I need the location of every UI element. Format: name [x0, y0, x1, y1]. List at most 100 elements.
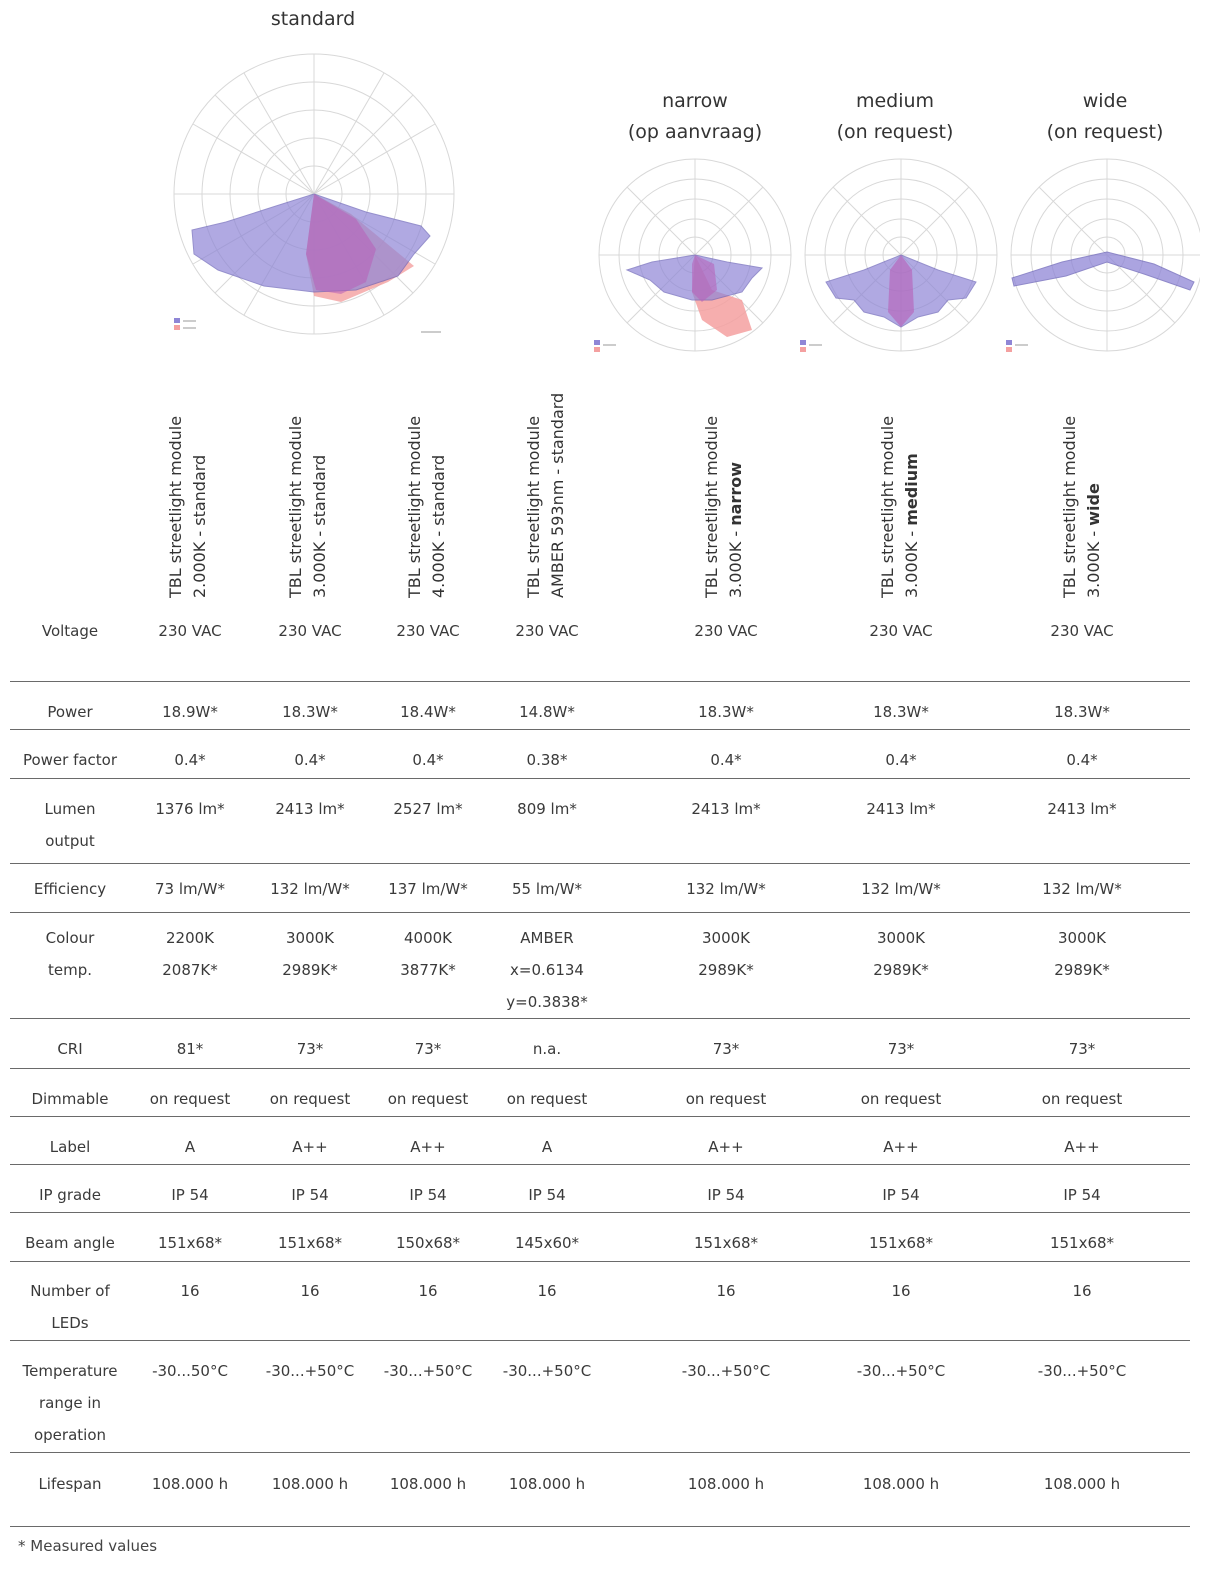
row-label-temperature-range: Temperature range in operation — [22, 1362, 118, 1444]
table-cell: A++ — [708, 1138, 744, 1156]
table-cell: 16 — [891, 1282, 911, 1300]
table-cell: 18.3W* — [873, 703, 929, 721]
table-cell: on request — [269, 1090, 351, 1108]
table-cell: A — [184, 1138, 196, 1156]
table-cell: 18.3W* — [282, 703, 338, 721]
header-narrow-sub: (op aanvraag) — [627, 121, 763, 143]
header-wide-sub: (on request) — [1046, 121, 1164, 143]
table-cell: IP 54 — [707, 1186, 745, 1204]
table-cell: 14.8W* — [519, 703, 575, 721]
table-cell: 2413 lm* — [866, 800, 936, 818]
table-cell: 132 lm/W* — [270, 880, 350, 898]
row-label-lumen-output: Lumen output — [44, 800, 96, 850]
table-cell: 73* — [296, 1040, 324, 1058]
polar-diagram-medium — [800, 158, 998, 352]
column-label-2: TBL streetlight module 3.000K - standard — [286, 415, 329, 598]
table-cell: 151x68* — [693, 1234, 759, 1252]
table-cell: 108.000 h — [151, 1475, 229, 1493]
table-cell: 137 lm/W* — [388, 880, 468, 898]
table-cell: 108.000 h — [862, 1475, 940, 1493]
table-cell: IP 54 — [528, 1186, 566, 1204]
table-cell: 132 lm/W* — [861, 880, 941, 898]
table-cell: 16 — [418, 1282, 438, 1300]
table-cell: IP 54 — [171, 1186, 209, 1204]
divider — [10, 1452, 1190, 1453]
table-cell: 151x68* — [1049, 1234, 1115, 1252]
table-cell: 150x68* — [395, 1234, 461, 1252]
table-cell: 73* — [1068, 1040, 1096, 1058]
table-cell: 0.4* — [174, 751, 206, 769]
table-cell: -30...50°C — [152, 1362, 228, 1380]
table-cell: -30...+50°C — [502, 1362, 592, 1380]
table-cell: 230 VAC — [396, 622, 460, 640]
table-cell: on request — [506, 1090, 588, 1108]
divider — [10, 1526, 1190, 1527]
column-label-3: TBL streetlight module 4.000K - standard — [405, 415, 448, 598]
column-label-5: TBL streetlight module 3.000K - narrow — [702, 415, 745, 598]
row-label-ip-grade: IP grade — [39, 1186, 101, 1204]
table-cell: 18.3W* — [1054, 703, 1110, 721]
table-cell: A++ — [410, 1138, 446, 1156]
table-cell: 73* — [414, 1040, 442, 1058]
table-cell: n.a. — [532, 1040, 562, 1058]
header-narrow-title: narrow — [662, 90, 728, 112]
table-cell: IP 54 — [882, 1186, 920, 1204]
row-label-power-factor: Power factor — [22, 751, 118, 769]
table-cell: 0.4* — [710, 751, 742, 769]
divider — [10, 1340, 1190, 1341]
row-label-label: Label — [49, 1138, 91, 1156]
table-cell: 809 lm* — [517, 800, 577, 818]
row-label-beam-angle: Beam angle — [25, 1234, 115, 1252]
row-label-power: Power — [47, 703, 93, 721]
table-cell: 3000K 2989K* — [1054, 929, 1110, 979]
table-cell: 0.4* — [1066, 751, 1098, 769]
table-cell: 145x60* — [514, 1234, 580, 1252]
polar-diagram-narrow — [594, 158, 792, 352]
header-wide: wide (on request) — [1030, 86, 1180, 148]
table-cell: -30...+50°C — [856, 1362, 946, 1380]
table-cell: 73* — [712, 1040, 740, 1058]
table-cell: on request — [860, 1090, 942, 1108]
table-cell: 0.38* — [526, 751, 568, 769]
table-cell: 18.9W* — [162, 703, 218, 721]
table-cell: 108.000 h — [389, 1475, 467, 1493]
table-cell: 16 — [716, 1282, 736, 1300]
polar-diagram-standard — [173, 53, 455, 335]
table-cell: 16 — [1072, 1282, 1092, 1300]
divider — [10, 912, 1190, 913]
header-medium-sub: (on request) — [836, 121, 954, 143]
table-cell: 16 — [300, 1282, 320, 1300]
table-cell: on request — [149, 1090, 231, 1108]
table-cell: 0.4* — [885, 751, 917, 769]
table-cell: 4000K 3877K* — [400, 929, 456, 979]
column-label-7: TBL streetlight module 3.000K - wide — [1060, 415, 1103, 598]
table-cell: 0.4* — [412, 751, 444, 769]
table-cell: 2200K 2087K* — [162, 929, 218, 979]
header-standard: standard — [270, 8, 356, 30]
column-label-6: TBL streetlight module 3.000K - medium — [878, 415, 921, 598]
divider — [10, 1018, 1190, 1019]
table-cell: 230 VAC — [278, 622, 342, 640]
table-cell: A++ — [1064, 1138, 1100, 1156]
divider — [10, 1212, 1190, 1213]
row-label-voltage: Voltage — [41, 622, 99, 640]
table-cell: on request — [1041, 1090, 1123, 1108]
row-label-cri: CRI — [57, 1040, 83, 1058]
table-cell: 230 VAC — [158, 622, 222, 640]
table-cell: 2413 lm* — [691, 800, 761, 818]
table-cell: -30...+50°C — [265, 1362, 355, 1380]
divider — [10, 778, 1190, 779]
divider — [10, 863, 1190, 864]
table-cell: 230 VAC — [869, 622, 933, 640]
divider — [10, 1164, 1190, 1165]
row-label-efficiency: Efficiency — [33, 880, 107, 898]
divider — [10, 729, 1190, 730]
table-cell: AMBER x=0.6134 y=0.3838* — [506, 929, 588, 1011]
table-cell: 132 lm/W* — [1042, 880, 1122, 898]
row-label-number-of-leds: Number of LEDs — [30, 1282, 110, 1332]
table-cell: on request — [685, 1090, 767, 1108]
table-cell: 230 VAC — [1050, 622, 1114, 640]
table-cell: IP 54 — [291, 1186, 329, 1204]
table-cell: 81* — [176, 1040, 204, 1058]
table-cell: 16 — [180, 1282, 200, 1300]
